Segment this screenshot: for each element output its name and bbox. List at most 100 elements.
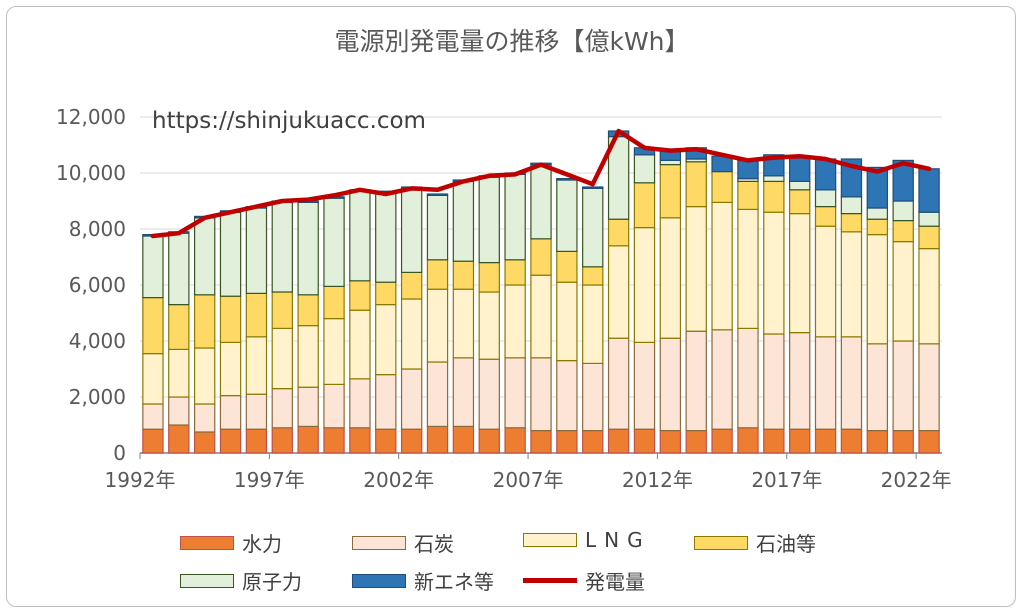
bar-2-2009 xyxy=(582,284,604,365)
bar-0-2001 xyxy=(375,428,397,454)
bar-2-2019 xyxy=(840,231,863,338)
bar-5-2009 xyxy=(582,186,604,189)
bar-0-1992 xyxy=(142,428,164,454)
bar-0-1996 xyxy=(245,428,268,454)
bar-4-2012 xyxy=(659,159,682,166)
bar-4-1993 xyxy=(168,232,190,306)
bar-0-2011 xyxy=(633,428,656,454)
bar-1-2016 xyxy=(763,333,785,430)
x-tick-label-5: 1997年 xyxy=(234,468,305,492)
bar-1-2000 xyxy=(349,378,371,429)
bar-4-2007 xyxy=(530,164,552,240)
legend-item-total: 発電量 xyxy=(523,566,645,595)
bar-3-2016 xyxy=(763,180,785,213)
bar-4-1997 xyxy=(271,201,293,293)
bar-4-2016 xyxy=(763,175,785,183)
bar-2-2021 xyxy=(892,241,914,342)
legend-label-nuclear: 原子力 xyxy=(242,570,302,594)
bar-0-2004 xyxy=(452,425,475,454)
bar-5-2022 xyxy=(918,168,940,213)
bar-3-2006 xyxy=(504,259,526,286)
line-series-total xyxy=(150,128,932,239)
bar-1-1997 xyxy=(271,388,293,429)
bar-0-2017 xyxy=(789,428,811,454)
bar-5-2015 xyxy=(737,159,759,180)
legend-swatch-coal xyxy=(352,535,406,550)
bar-3-2013 xyxy=(685,161,707,208)
bar-2-1997 xyxy=(271,327,293,390)
bar-4-1996 xyxy=(245,207,268,295)
bar-1-2003 xyxy=(426,361,449,428)
bar-0-1998 xyxy=(297,425,319,454)
bar-3-2004 xyxy=(452,260,475,290)
bar-3-2015 xyxy=(737,180,759,210)
bar-3-1999 xyxy=(323,285,345,320)
bar-3-2008 xyxy=(556,250,578,283)
bar-4-2005 xyxy=(478,176,500,264)
bar-2-2002 xyxy=(400,298,423,370)
bar-3-2001 xyxy=(375,281,397,306)
legend-label-coal: 石炭 xyxy=(414,532,454,556)
bar-0-2018 xyxy=(814,428,837,454)
bar-2-2012 xyxy=(659,217,682,339)
bar-0-2022 xyxy=(918,430,940,454)
legend-label-renewable: 新エネ等 xyxy=(414,570,494,594)
bar-2-1992 xyxy=(142,353,164,405)
bar-3-2005 xyxy=(478,262,500,293)
bar-0-2019 xyxy=(840,428,863,454)
bar-5-2021 xyxy=(892,159,914,202)
bar-0-2010 xyxy=(607,428,630,454)
bar-2-2011 xyxy=(633,227,656,344)
bar-0-2005 xyxy=(478,428,500,454)
legend-swatch-renewable xyxy=(352,573,406,588)
bar-1-2011 xyxy=(633,341,656,430)
x-tick-label-20: 2012年 xyxy=(622,468,693,492)
bar-2-2010 xyxy=(607,245,630,339)
bar-2-1994 xyxy=(193,347,216,405)
bar-2-2022 xyxy=(918,248,940,345)
bar-2-2003 xyxy=(426,288,449,363)
bar-1-1994 xyxy=(193,403,216,433)
bar-1-2014 xyxy=(711,329,733,430)
bar-4-2000 xyxy=(349,190,371,282)
legend-label-lng: LNG xyxy=(585,528,651,552)
bar-2-1996 xyxy=(245,336,268,395)
bar-5-2003 xyxy=(426,193,449,196)
bar-2-1999 xyxy=(323,318,345,386)
bar-1-1998 xyxy=(297,386,319,428)
y-tick-label-2: 4,000 xyxy=(69,329,126,353)
bar-1-2020 xyxy=(866,343,889,432)
bar-3-1996 xyxy=(245,292,268,338)
bar-3-2011 xyxy=(633,182,656,229)
bar-2-1993 xyxy=(168,348,190,398)
x-tick-label-25: 2017年 xyxy=(751,468,822,492)
bar-1-2007 xyxy=(530,357,552,432)
bar-4-2019 xyxy=(840,196,863,215)
bar-4-2006 xyxy=(504,173,526,261)
bar-4-2020 xyxy=(866,207,889,220)
x-tick-label-10: 2002年 xyxy=(363,468,434,492)
bar-0-2006 xyxy=(504,427,526,454)
bar-1-2019 xyxy=(840,336,863,430)
bar-1-2012 xyxy=(659,337,682,432)
bar-2-2014 xyxy=(711,201,733,331)
y-tick-label-4: 8,000 xyxy=(69,217,126,241)
bar-1-2015 xyxy=(737,327,759,429)
x-tick-label-30: 2022年 xyxy=(881,468,952,492)
bar-1-2018 xyxy=(814,336,837,430)
bar-0-1994 xyxy=(193,431,216,454)
legend-item-oil: 石油等 xyxy=(694,528,816,557)
bar-4-2009 xyxy=(582,187,604,268)
y-tick-label-0: 0 xyxy=(113,441,126,465)
bar-1-2006 xyxy=(504,357,526,429)
bar-3-2009 xyxy=(582,266,604,286)
bar-3-2012 xyxy=(659,164,682,219)
bar-5-2018 xyxy=(814,158,837,191)
bar-3-2014 xyxy=(711,171,733,204)
legend-item-coal: 石炭 xyxy=(352,528,454,557)
bar-1-2001 xyxy=(375,374,397,430)
bar-1-1995 xyxy=(219,395,242,430)
y-tick-label-6: 12,000 xyxy=(56,105,126,129)
bar-3-1995 xyxy=(219,295,242,344)
